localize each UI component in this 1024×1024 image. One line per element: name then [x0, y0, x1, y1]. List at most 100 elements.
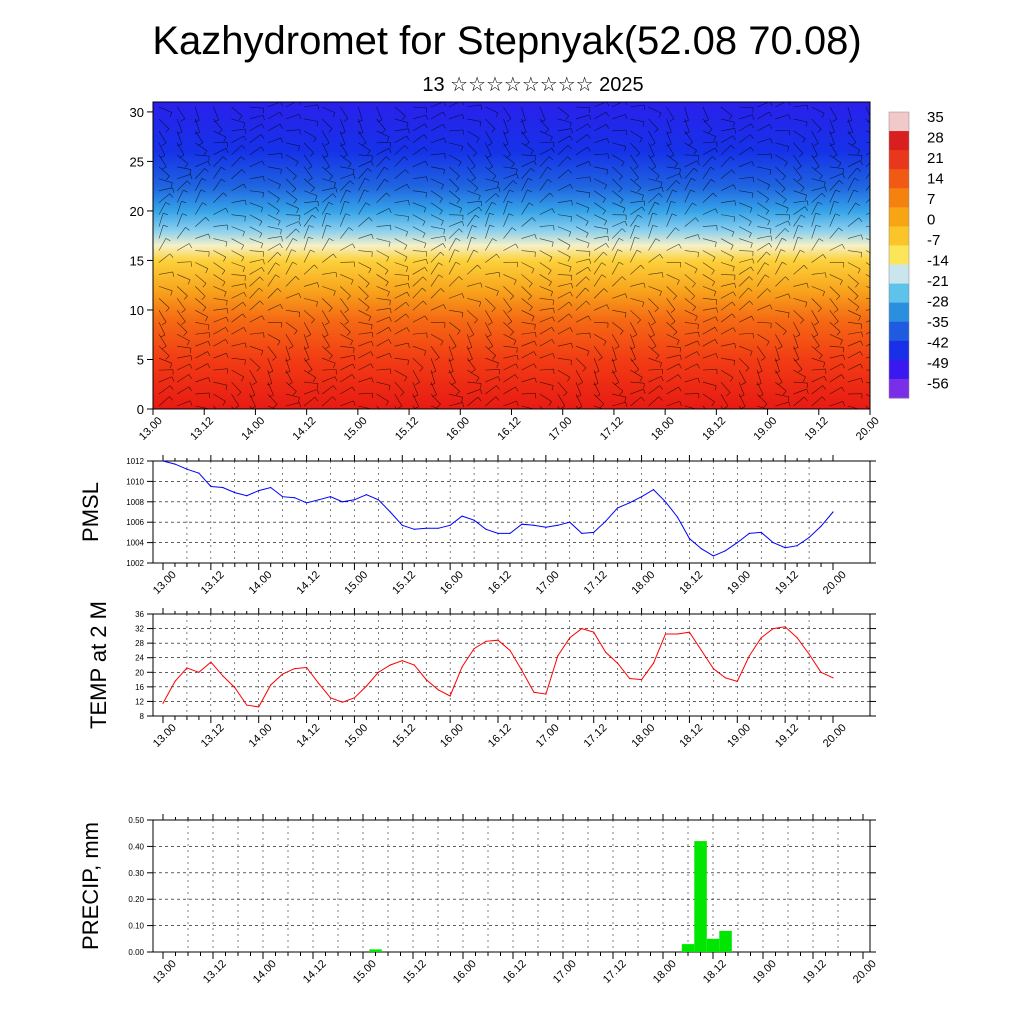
- wind-barb: [684, 340, 698, 347]
- wind-barb: [285, 322, 298, 331]
- wind-barb: [249, 393, 256, 407]
- wind-barb-flag: [407, 216, 409, 222]
- wind-barb: [176, 142, 185, 156]
- wind-barb: [285, 202, 299, 209]
- wind-barb-flag: [406, 327, 410, 332]
- wind-barb-flag: [381, 129, 386, 134]
- wind-barb-flag: [388, 148, 392, 153]
- wind-barb: [630, 264, 641, 275]
- wind-barb-flag: [334, 376, 338, 382]
- wind-barb-flag: [854, 295, 859, 300]
- wind-barb-flag: [364, 178, 370, 181]
- wind-barb: [648, 334, 657, 347]
- y-tick-label-1010: 1010: [126, 477, 144, 486]
- wind-barb: [213, 405, 217, 409]
- wind-barb: [466, 142, 477, 154]
- wind-barb-flag: [731, 231, 735, 237]
- wind-barb-flag: [551, 327, 555, 332]
- wind-barb: [485, 142, 492, 156]
- wind-barb-flag: [243, 122, 246, 128]
- wind-barb: [231, 118, 246, 124]
- precip-bar: [369, 949, 382, 952]
- pmsl-point: [234, 492, 236, 494]
- temp-point: [724, 677, 726, 679]
- wind-barb: [394, 291, 408, 299]
- temp-point: [353, 697, 355, 699]
- wind-barb: [521, 106, 526, 121]
- wind-barb-flag: [875, 402, 878, 406]
- wind-barb-flag: [285, 359, 291, 362]
- wind-barb: [213, 192, 224, 203]
- wind-barb-flag: [424, 267, 428, 272]
- temp-point: [641, 679, 643, 681]
- wind-barb: [648, 298, 659, 309]
- wind-barb-flag: [861, 331, 863, 337]
- wind-barb: [376, 368, 391, 371]
- wind-barb: [285, 261, 293, 275]
- wind-barb: [322, 369, 337, 371]
- wind-barb: [612, 310, 627, 313]
- wind-barb: [231, 199, 246, 203]
- wind-barb: [593, 111, 607, 120]
- wind-barb: [684, 178, 692, 191]
- wind-barb-flag: [767, 220, 771, 226]
- pmsl-point: [401, 524, 403, 526]
- wind-barb: [557, 184, 571, 191]
- wind-barb-flag: [618, 237, 624, 241]
- wind-barb-flag: [422, 221, 426, 226]
- wind-barb: [231, 183, 244, 191]
- wind-barb: [267, 202, 280, 211]
- wind-barb: [829, 345, 844, 348]
- wind-barb: [412, 202, 426, 209]
- wind-barb-flag: [201, 296, 206, 300]
- wind-barb: [285, 358, 291, 372]
- wind-barb: [340, 322, 351, 333]
- pmsl-point: [688, 537, 691, 540]
- wind-barb-flag: [833, 201, 839, 204]
- wind-barb: [303, 310, 315, 320]
- wind-barb-flag: [841, 363, 845, 369]
- wind-barb-flag: [277, 252, 282, 256]
- wind-barb: [303, 206, 317, 215]
- wind-barb-flag: [878, 339, 880, 343]
- wind-barb-flag: [353, 347, 355, 353]
- y-tick-label-24: 24: [135, 654, 144, 663]
- wind-barb-flag: [346, 295, 351, 300]
- colorbar-label-28: 28: [927, 130, 944, 147]
- wind-barb: [267, 111, 281, 120]
- panel-frame: [152, 460, 871, 564]
- wind-barb: [485, 154, 493, 167]
- wind-barb-flag: [328, 202, 334, 205]
- colorbar-swatch-3: [889, 169, 909, 189]
- wind-barb: [358, 321, 373, 325]
- wind-barb: [648, 213, 653, 227]
- wind-barb-flag: [221, 178, 226, 183]
- x-tick-label-19.00: 19.00: [751, 415, 779, 443]
- wind-barb-flag: [527, 189, 532, 193]
- wind-barb-flag: [782, 330, 787, 336]
- wind-barb: [285, 178, 297, 189]
- wind-barb: [865, 405, 870, 409]
- wind-barb: [249, 369, 257, 383]
- wind-barb-flag: [220, 416, 223, 420]
- x-tick-label-14.12: 14.12: [291, 415, 319, 443]
- wind-barb: [412, 214, 426, 222]
- wind-barb: [394, 342, 409, 347]
- wind-barb: [847, 167, 858, 179]
- wind-barb: [430, 153, 445, 156]
- wind-barb: [430, 405, 440, 409]
- wind-barb: [793, 214, 802, 227]
- wind-barb-flag: [696, 363, 700, 369]
- wind-barb: [412, 315, 426, 323]
- wind-barb-flag: [530, 168, 535, 172]
- wind-barb: [303, 389, 318, 395]
- x-tick-label-20.00: 20.00: [821, 722, 849, 750]
- wind-barb: [267, 274, 276, 287]
- wind-barb: [322, 376, 336, 383]
- wind-barb: [684, 168, 695, 179]
- wind-barb-flag: [276, 198, 280, 203]
- temp-point: [700, 649, 703, 652]
- wind-barb: [865, 298, 870, 300]
- wind-barb: [521, 310, 535, 317]
- wind-barb: [811, 118, 822, 130]
